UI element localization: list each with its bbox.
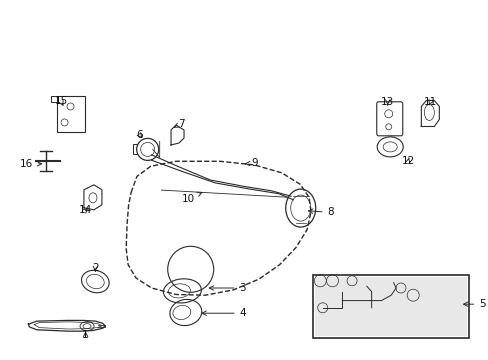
Bar (314, 278, 467, 336)
Text: 6: 6 (136, 130, 142, 140)
Text: 8: 8 (308, 207, 334, 217)
Bar (312, 275, 468, 338)
Text: 2: 2 (92, 263, 99, 273)
Text: 13: 13 (380, 97, 394, 107)
Text: 11: 11 (423, 97, 436, 107)
Text: 12: 12 (401, 156, 414, 166)
Text: 16: 16 (20, 159, 41, 169)
Text: 10: 10 (181, 192, 202, 204)
Text: 5: 5 (463, 299, 485, 309)
Text: 7: 7 (174, 119, 184, 129)
Text: 9: 9 (244, 158, 257, 168)
Text: 4: 4 (202, 308, 246, 318)
Text: 3: 3 (209, 283, 246, 293)
Text: 15: 15 (54, 96, 68, 107)
Text: 14: 14 (79, 205, 92, 215)
Text: 1: 1 (82, 330, 89, 340)
Bar (57, 96, 84, 132)
